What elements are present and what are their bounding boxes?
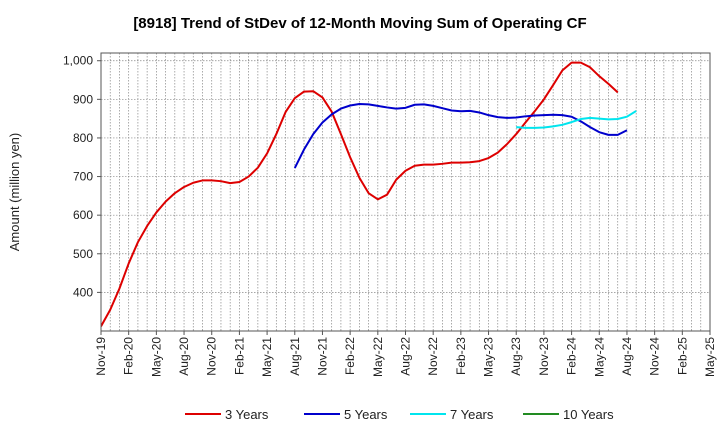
x-tick-label: Feb-24 xyxy=(565,337,579,375)
x-tick-label: Nov-21 xyxy=(315,337,329,376)
legend-label: 5 Years xyxy=(344,407,388,422)
x-tick-label: Nov-20 xyxy=(205,337,219,376)
series-line-5-years xyxy=(293,102,628,169)
series-group xyxy=(101,61,637,327)
legend-label: 10 Years xyxy=(563,407,614,422)
y-tick-label: 800 xyxy=(73,131,93,145)
grid xyxy=(101,53,710,331)
x-tick-label: May-20 xyxy=(149,337,163,377)
x-tick-label: Aug-21 xyxy=(288,337,302,376)
x-tick-label: May-23 xyxy=(482,337,496,377)
x-tick-label: Feb-25 xyxy=(675,337,689,375)
y-tick-label: 500 xyxy=(73,247,93,261)
x-tick-label: May-24 xyxy=(592,337,606,377)
y-axis: 400 500 600 700 800 900 1,000 xyxy=(63,54,101,299)
y-axis-label: Amount (million yen) xyxy=(7,133,22,252)
x-tick-label: Nov-24 xyxy=(648,337,662,376)
chart-title: [8918] Trend of StDev of 12-Month Moving… xyxy=(133,15,586,32)
x-tick-label: May-22 xyxy=(371,337,385,377)
series-line-7-years xyxy=(516,110,637,129)
x-tick-label: May-25 xyxy=(703,337,717,377)
x-tick-label: Nov-23 xyxy=(537,337,551,376)
x-tick-label: Feb-21 xyxy=(232,337,246,375)
x-tick-label: Nov-19 xyxy=(94,337,108,376)
x-axis: Nov-19 Feb-20 May-20 Aug-20 Nov-20 Feb-21 May-… xyxy=(94,331,717,377)
x-tick-label: Feb-23 xyxy=(454,337,468,375)
y-tick-label: 1,000 xyxy=(63,54,93,68)
x-tick-label: Aug-23 xyxy=(509,337,523,376)
y-tick-label: 400 xyxy=(73,285,93,299)
x-tick-label: Aug-20 xyxy=(177,337,191,376)
y-tick-label: 700 xyxy=(73,170,93,184)
legend-label: 7 Years xyxy=(450,407,494,422)
x-tick-label: Aug-24 xyxy=(620,337,634,376)
y-tick-label: 900 xyxy=(73,92,93,106)
x-tick-label: Nov-22 xyxy=(426,337,440,376)
legend-label: 3 Years xyxy=(225,407,269,422)
legend: 3 Years 5 Years 7 Years 10 Years xyxy=(185,407,614,422)
x-tick-label: Feb-20 xyxy=(122,337,136,375)
y-tick-label: 600 xyxy=(73,208,93,222)
x-tick-label: Feb-22 xyxy=(343,337,357,375)
x-tick-label: May-21 xyxy=(260,337,274,377)
x-tick-label: Aug-22 xyxy=(399,337,413,376)
